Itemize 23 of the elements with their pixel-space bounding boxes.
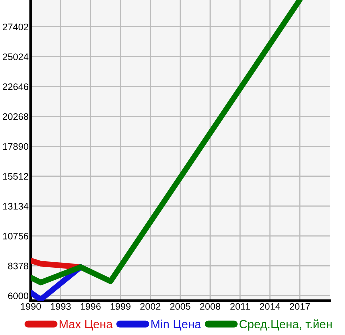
x-tick-label: 2011	[230, 303, 250, 310]
x-tick-label: 2014	[260, 303, 280, 310]
y-tick-label: 25024	[3, 54, 29, 60]
legend-label: Min Цена	[152, 320, 202, 331]
x-tick-label: 1996	[81, 303, 101, 310]
x-tick-label: 2002	[140, 303, 161, 310]
y-tick-label: 13134	[3, 203, 29, 210]
y-tick-label: 27402	[3, 24, 28, 31]
y-tick-label: 15512	[3, 173, 28, 180]
x-tick-label: 1993	[51, 303, 71, 310]
x-tick-label: 2008	[200, 303, 220, 310]
legend-label: Сред.Цена, т.йен	[240, 320, 332, 331]
x-tick-label: 1999	[110, 303, 131, 310]
x-tick-label: 1990	[21, 303, 42, 310]
y-tick-label: 17890	[3, 143, 29, 150]
x-tick-label: 2005	[170, 303, 191, 310]
y-tick-label: 10756	[3, 233, 29, 240]
y-tick-label: 6000	[8, 292, 29, 300]
y-tick-label: 22646	[3, 84, 29, 90]
y-tick-label: 8378	[8, 262, 29, 270]
x-tick-label: 2017	[290, 303, 310, 310]
legend-label: Max Цена	[60, 320, 113, 331]
y-tick-label: 20268	[3, 113, 29, 120]
